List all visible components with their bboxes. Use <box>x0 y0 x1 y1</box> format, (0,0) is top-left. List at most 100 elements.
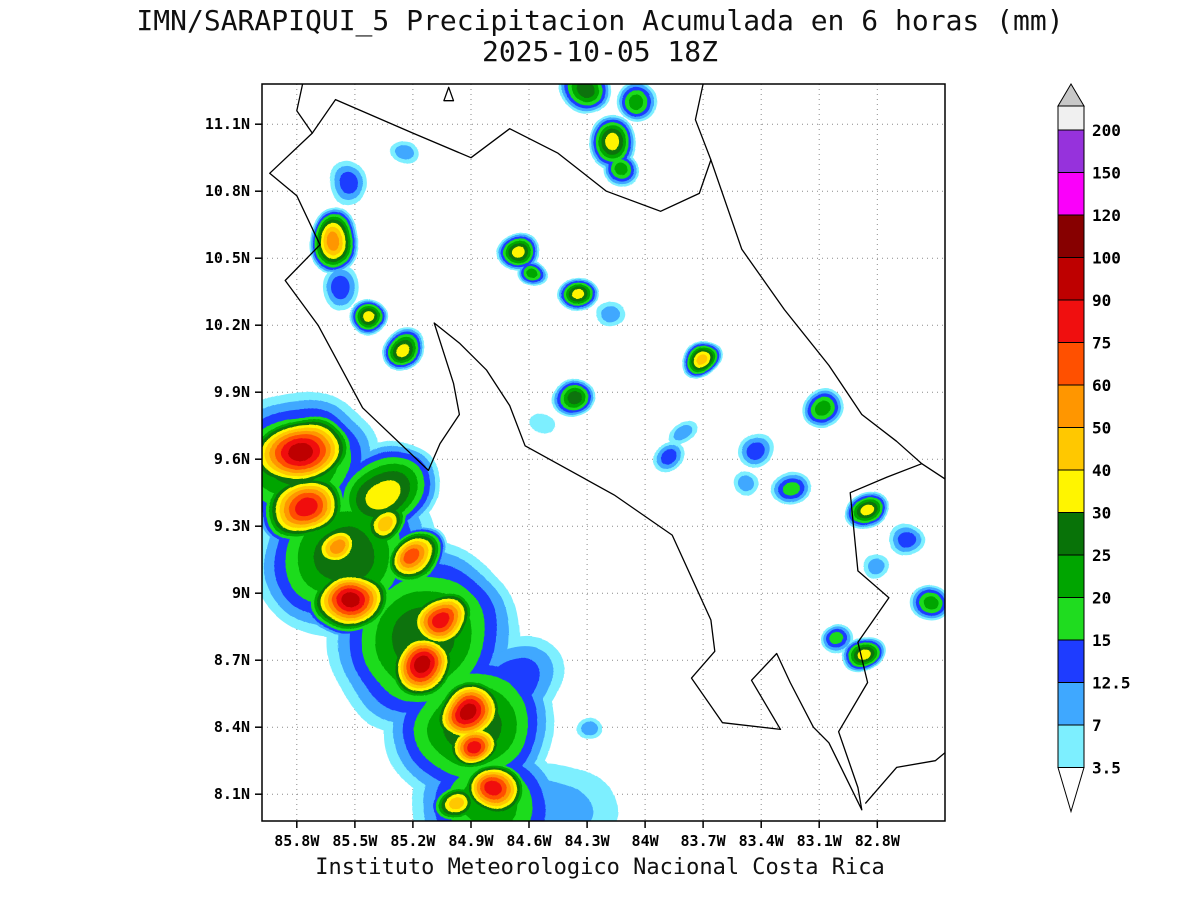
precip-contour <box>693 353 706 365</box>
precip-contour <box>458 703 476 720</box>
colorbar-segment <box>1057 214 1085 258</box>
precip-contour <box>815 400 831 416</box>
precip-contour <box>329 537 346 551</box>
precip-contour <box>465 740 481 754</box>
colorbar-label: 200 <box>1092 121 1121 140</box>
precip-contour <box>396 145 414 162</box>
precip-contour <box>288 442 313 463</box>
precip-contour <box>782 480 799 496</box>
colorbar: 200 150 120 100 90 75 60 50 40 30 25 20 15 12.5 7 3.5 <box>1057 83 1131 814</box>
precip-contour <box>337 171 357 198</box>
colorbar-label: 75 <box>1092 334 1111 353</box>
lat-tick-label: 10.8N <box>205 182 250 200</box>
lon-tick-label: 84.3W <box>565 832 611 850</box>
map-title: IMN/SARAPIQUI_5 Precipitacion Acumulada … <box>136 4 1064 37</box>
precip-contour <box>380 514 396 529</box>
colorbar-label: 15 <box>1092 631 1111 650</box>
lat-axis-labels: 11.1N 10.8N 10.5N 10.2N 9.9N 9.6N 9.3N 9N 8.7N 8.… <box>205 115 250 803</box>
colorbar-segment <box>1057 257 1085 301</box>
precip-contour <box>576 84 594 97</box>
colorbar-over-arrow <box>1057 83 1085 107</box>
colorbar-label: 12.5 <box>1092 674 1131 693</box>
map-footer: Instituto Meteorologico Nacional Costa R… <box>315 855 885 880</box>
lat-tick-label: 8.7N <box>214 651 250 669</box>
colorbar-segment <box>1057 172 1085 216</box>
lon-tick-label: 84.9W <box>448 832 494 850</box>
lon-tick-label: 85.8W <box>274 832 320 850</box>
colorbar-segment <box>1057 639 1085 683</box>
precip-contour <box>859 648 873 659</box>
precip-contour <box>332 275 351 299</box>
lake-island-outline <box>443 86 455 102</box>
precip-contour <box>746 441 765 459</box>
colorbar-label: 40 <box>1092 461 1111 480</box>
lon-tick-label: 83.7W <box>681 832 727 850</box>
precip-contour <box>407 550 423 565</box>
precip-contour <box>414 657 432 673</box>
lon-tick-label: 82.8W <box>855 832 901 850</box>
coastline-path <box>694 84 712 161</box>
lat-tick-label: 9.6N <box>214 450 250 468</box>
precip-contour <box>447 801 464 814</box>
colorbar-segment <box>1057 597 1085 641</box>
colorbar-segment <box>1057 129 1085 173</box>
precip-contour <box>512 247 527 260</box>
precip-contour <box>922 595 937 609</box>
map-subtitle: 2025-10-05 18Z <box>481 35 718 68</box>
colorbar-label: 120 <box>1092 206 1121 225</box>
colorbar-segment <box>1057 682 1085 726</box>
lon-tick-label: 83.1W <box>797 832 843 850</box>
precip-contour <box>736 475 755 492</box>
colorbar-label: 90 <box>1092 291 1111 310</box>
lon-tick-label: 85.2W <box>390 832 436 850</box>
precip-contour <box>664 452 680 467</box>
precip-contour <box>831 633 846 647</box>
colorbar-label: 20 <box>1092 589 1111 608</box>
colorbar-segment <box>1057 554 1085 598</box>
precip-contour <box>367 477 401 508</box>
lon-tick-label: 84.6W <box>506 832 552 850</box>
precip-contour <box>341 591 361 609</box>
lat-tick-label: 9N <box>232 584 250 602</box>
plot-border <box>261 83 946 822</box>
lat-tick-label: 10.2N <box>205 316 250 334</box>
colorbar-segment <box>1057 299 1085 343</box>
lat-tick-label: 8.1N <box>214 785 250 803</box>
lat-tick-label: 11.1N <box>205 115 250 133</box>
colorbar-segment <box>1057 469 1085 513</box>
colorbar-label: 60 <box>1092 376 1111 395</box>
precip-contour <box>487 785 505 799</box>
colorbar-segment <box>1057 724 1085 768</box>
lon-tick-label: 84W <box>632 832 660 850</box>
colorbar-label: 25 <box>1092 546 1111 565</box>
precip-contour <box>362 311 375 322</box>
coastline-path <box>865 751 945 804</box>
precip-contour <box>293 499 316 517</box>
colorbar-label: 150 <box>1092 164 1121 183</box>
colorbar-segment <box>1057 384 1085 428</box>
colorbar-segment <box>1057 105 1085 131</box>
precipitation-field <box>262 84 945 821</box>
precip-contour <box>569 290 582 302</box>
lat-tick-label: 8.4N <box>214 718 250 736</box>
precip-contour <box>606 133 622 151</box>
lon-tick-label: 83.4W <box>739 832 785 850</box>
precip-contour <box>615 162 629 176</box>
precip-contour <box>527 271 539 282</box>
precip-contour <box>431 612 449 628</box>
colorbar-label: 7 <box>1092 716 1102 735</box>
colorbar-under-arrow <box>1057 767 1085 814</box>
colorbar-label: 50 <box>1092 419 1111 438</box>
precip-contour <box>866 558 885 575</box>
precip-contour <box>631 94 648 110</box>
costa-rica-outline <box>269 98 923 811</box>
lon-tick-label: 85.5W <box>332 832 378 850</box>
precip-contour <box>532 414 557 433</box>
lat-tick-label: 9.9N <box>214 383 250 401</box>
colorbar-label: 30 <box>1092 504 1111 523</box>
colorbar-segment <box>1057 342 1085 386</box>
axis-ticks <box>255 123 879 828</box>
lat-tick-label: 10.5N <box>205 249 250 267</box>
